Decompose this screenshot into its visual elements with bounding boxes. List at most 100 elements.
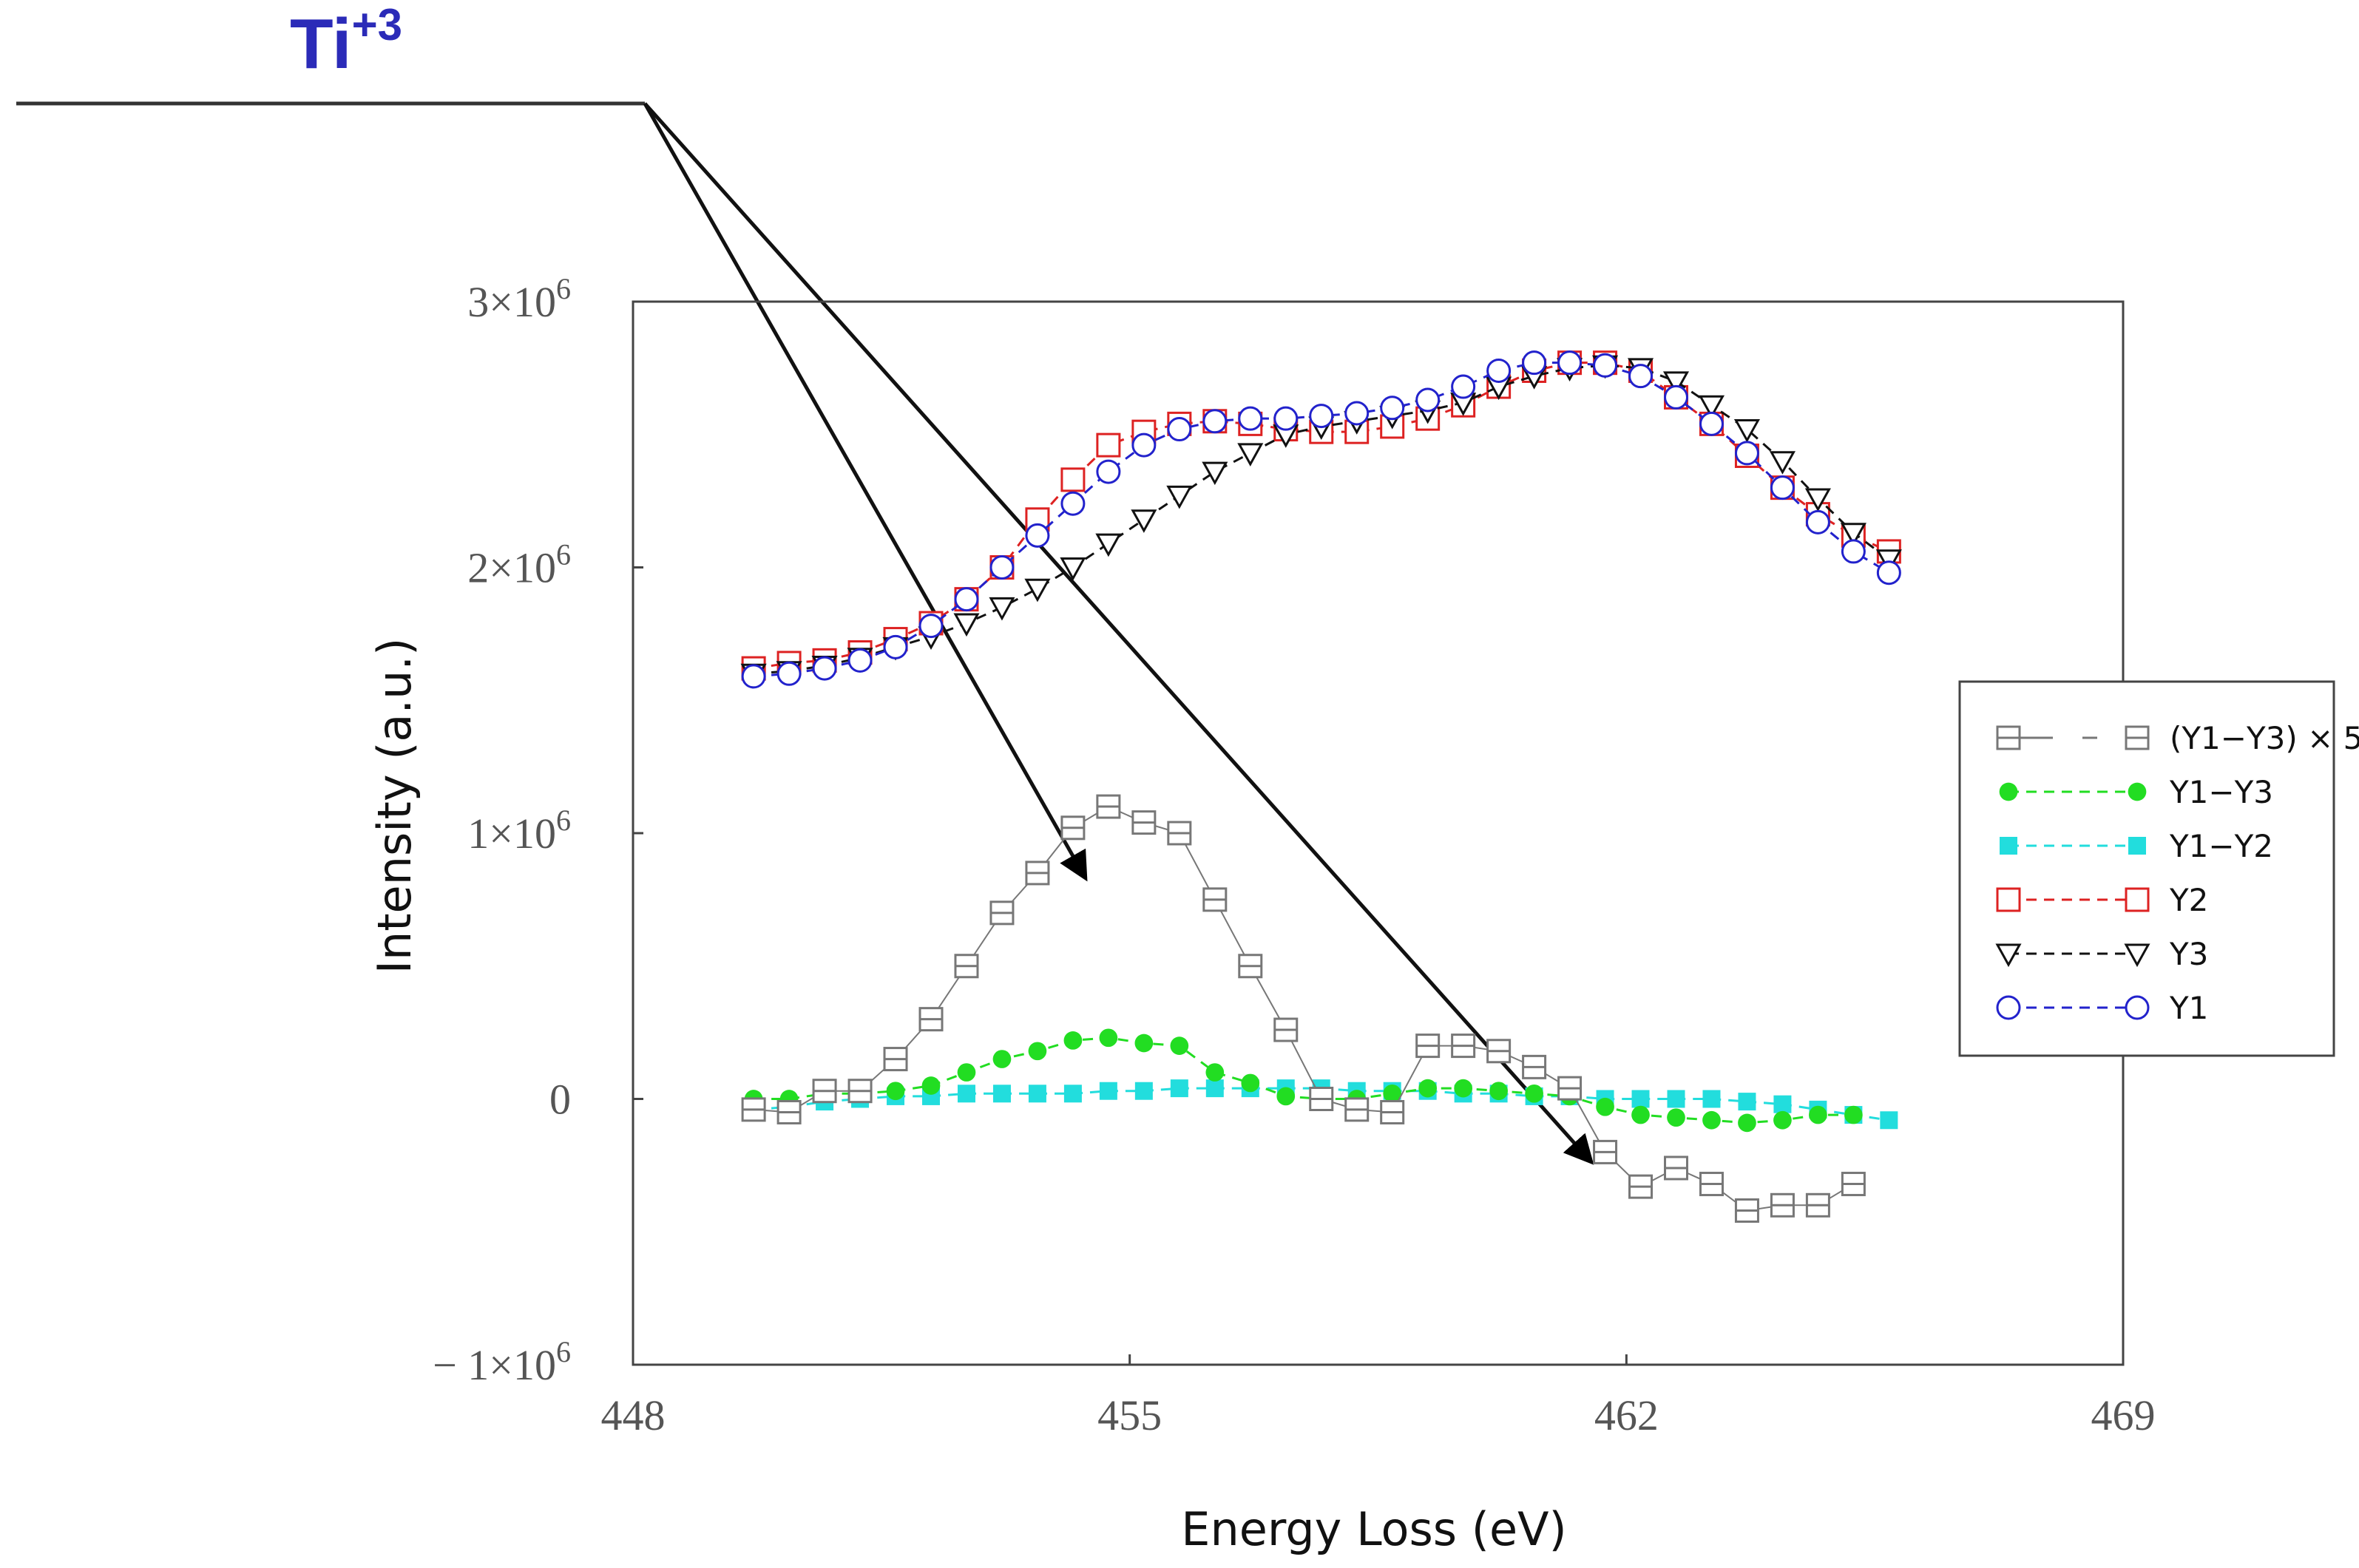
data-point xyxy=(1880,1111,1898,1130)
y-tick-label-exponent: 6 xyxy=(556,804,571,837)
data-point xyxy=(1738,1113,1756,1133)
data-point xyxy=(1525,1084,1543,1103)
y-tick-label-exponent: 6 xyxy=(556,1335,571,1368)
annotation-arrow-peak xyxy=(643,102,1088,882)
legend-entry: (Y1−Y3) × 5 xyxy=(1996,720,2359,756)
data-point xyxy=(1167,821,1192,846)
data-point xyxy=(1999,782,2018,801)
data-point xyxy=(953,613,980,637)
data-point xyxy=(1699,1172,1724,1197)
legend-label: Y1 xyxy=(2169,990,2208,1026)
data-point xyxy=(1095,533,1122,557)
y-tick-label-base: 2×10 xyxy=(467,544,556,592)
data-point xyxy=(1593,1139,1618,1164)
data-point xyxy=(918,614,944,639)
data-point xyxy=(1025,523,1050,548)
y-tick-label-base: 1×10 xyxy=(467,810,556,858)
data-point xyxy=(1805,1192,1830,1218)
data-point xyxy=(992,1085,1011,1103)
data-point xyxy=(1702,1110,1721,1130)
data-point xyxy=(2125,995,2150,1020)
data-point xyxy=(776,661,802,686)
legend-entry: Y1−Y3 xyxy=(1999,774,2273,810)
data-point xyxy=(812,656,837,681)
data-point xyxy=(1060,815,1086,841)
data-point xyxy=(1489,1082,1508,1101)
data-point xyxy=(2124,943,2150,968)
data-point xyxy=(989,900,1015,926)
data-point xyxy=(1202,461,1228,486)
legend-entry: Y3 xyxy=(1995,936,2208,972)
data-point xyxy=(954,587,979,612)
data-point xyxy=(992,1050,1012,1068)
plot-frame xyxy=(632,300,2125,1366)
data-point xyxy=(1131,810,1157,835)
series-3 xyxy=(741,350,1901,681)
data-point xyxy=(1170,1079,1188,1098)
x-axis-title: Energy Loss (eV) xyxy=(1181,1502,1566,1556)
data-point xyxy=(1557,1076,1583,1101)
data-point xyxy=(1593,353,1618,378)
data-point xyxy=(1309,404,1334,429)
data-point xyxy=(1773,1110,1792,1130)
data-point xyxy=(1876,560,1901,586)
data-point xyxy=(2125,887,2150,912)
data-point xyxy=(957,1085,975,1103)
data-point xyxy=(2128,782,2147,801)
data-point xyxy=(1662,371,1690,395)
y-tick-label-base: 3×10 xyxy=(467,278,556,326)
y-axis-title: Intensity (a.u.) xyxy=(368,638,422,974)
data-point xyxy=(776,1099,802,1124)
data-point xyxy=(1202,409,1228,434)
data-point xyxy=(1028,1042,1047,1061)
y-tick-label: 1×106 xyxy=(467,804,571,858)
data-point xyxy=(1099,1082,1117,1100)
data-point xyxy=(1237,443,1264,467)
data-point xyxy=(1205,1079,1224,1098)
data-point xyxy=(2125,725,2150,750)
data-point xyxy=(1596,1097,1614,1116)
data-point xyxy=(1699,411,1724,436)
data-point xyxy=(1383,1084,1402,1103)
data-point xyxy=(1025,861,1050,886)
y-tick-label: 3×106 xyxy=(467,272,571,326)
data-point xyxy=(1238,406,1263,431)
data-point xyxy=(1096,459,1121,484)
data-point xyxy=(1418,1079,1438,1098)
data-point xyxy=(1273,1017,1299,1042)
data-point xyxy=(1841,539,1866,564)
data-point xyxy=(1099,1028,1118,1048)
data-point xyxy=(1522,1054,1547,1079)
data-point xyxy=(1805,509,1830,534)
series-5 xyxy=(741,350,1901,689)
data-point xyxy=(1380,396,1405,421)
data-point xyxy=(1451,1034,1476,1059)
data-point xyxy=(1702,1090,1721,1108)
data-point xyxy=(1522,350,1547,376)
data-point xyxy=(1667,1090,1685,1108)
data-point xyxy=(1241,1073,1260,1093)
data-point xyxy=(741,1097,766,1122)
data-point xyxy=(1631,1090,1650,1108)
data-point xyxy=(1060,557,1086,581)
series-1 xyxy=(744,1028,1863,1133)
x-tick-label: 448 xyxy=(601,1391,666,1439)
data-point xyxy=(1770,475,1795,500)
data-point xyxy=(1664,1155,1688,1181)
data-point xyxy=(1995,943,2022,968)
data-point xyxy=(1451,374,1476,399)
annotation-arrow-dip xyxy=(643,102,1594,1165)
data-point xyxy=(1841,1172,1866,1197)
data-point xyxy=(921,1076,941,1095)
data-point xyxy=(1024,578,1051,603)
data-point xyxy=(1344,401,1370,426)
data-point xyxy=(1996,887,2021,912)
y-tick-label-base: − 1×10 xyxy=(433,1341,556,1389)
data-point xyxy=(2000,837,2017,855)
data-point xyxy=(1734,441,1759,466)
data-point xyxy=(812,1079,837,1104)
data-point xyxy=(741,664,766,689)
data-point xyxy=(847,648,873,673)
data-point xyxy=(1205,1063,1225,1082)
